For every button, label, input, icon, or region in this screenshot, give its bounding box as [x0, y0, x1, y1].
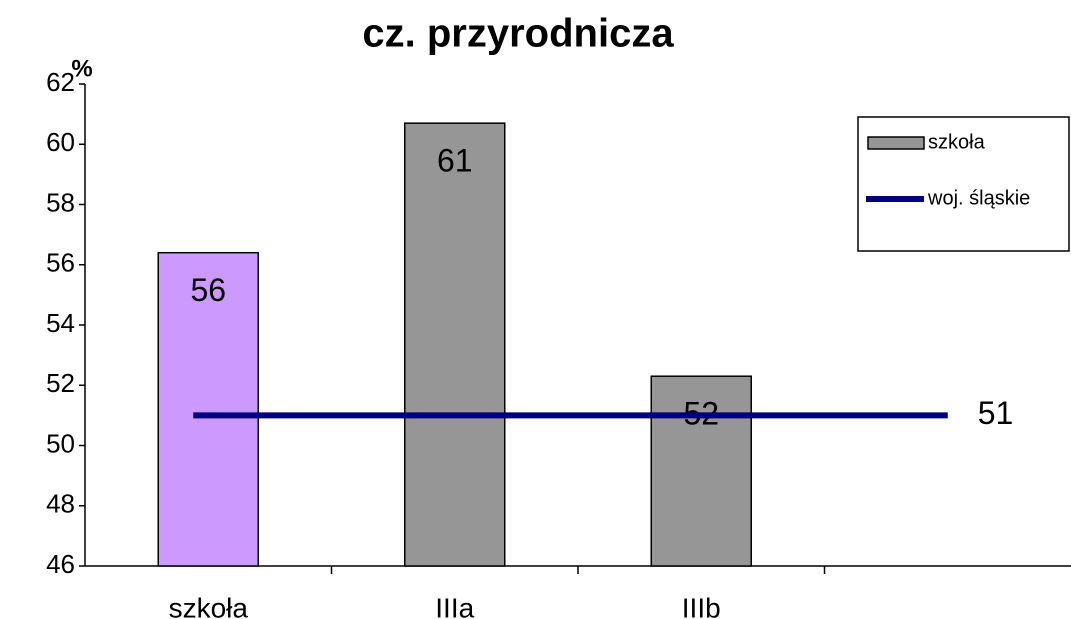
bar — [157, 251, 259, 567]
data-label: 51 — [978, 395, 1014, 431]
y-tick-label: 58 — [46, 187, 75, 217]
legend-swatch — [867, 136, 925, 150]
legend-label: szkoła — [928, 131, 986, 153]
y-axis-label: % — [71, 55, 92, 82]
data-label: 61 — [437, 143, 473, 179]
y-tick-label: 54 — [46, 308, 75, 338]
y-tick-label: 50 — [46, 428, 75, 458]
y-tick-label: 52 — [46, 368, 75, 398]
legend-label: woj. śląskie — [927, 187, 1030, 209]
y-tick-label: 48 — [46, 489, 75, 519]
x-tick-label: szkoła — [169, 592, 249, 619]
y-tick-label: 56 — [46, 248, 75, 278]
chart-title: cz. przyrodnicza — [362, 12, 674, 56]
bar — [650, 375, 752, 567]
x-tick-label: IIIa — [435, 592, 474, 619]
y-tick-label: 60 — [46, 127, 75, 157]
y-tick-label: 46 — [46, 549, 75, 579]
data-label: 56 — [190, 272, 226, 308]
x-tick-label: IIIb — [682, 592, 721, 619]
bar — [404, 122, 506, 567]
y-tick-label: 62 — [46, 67, 75, 97]
